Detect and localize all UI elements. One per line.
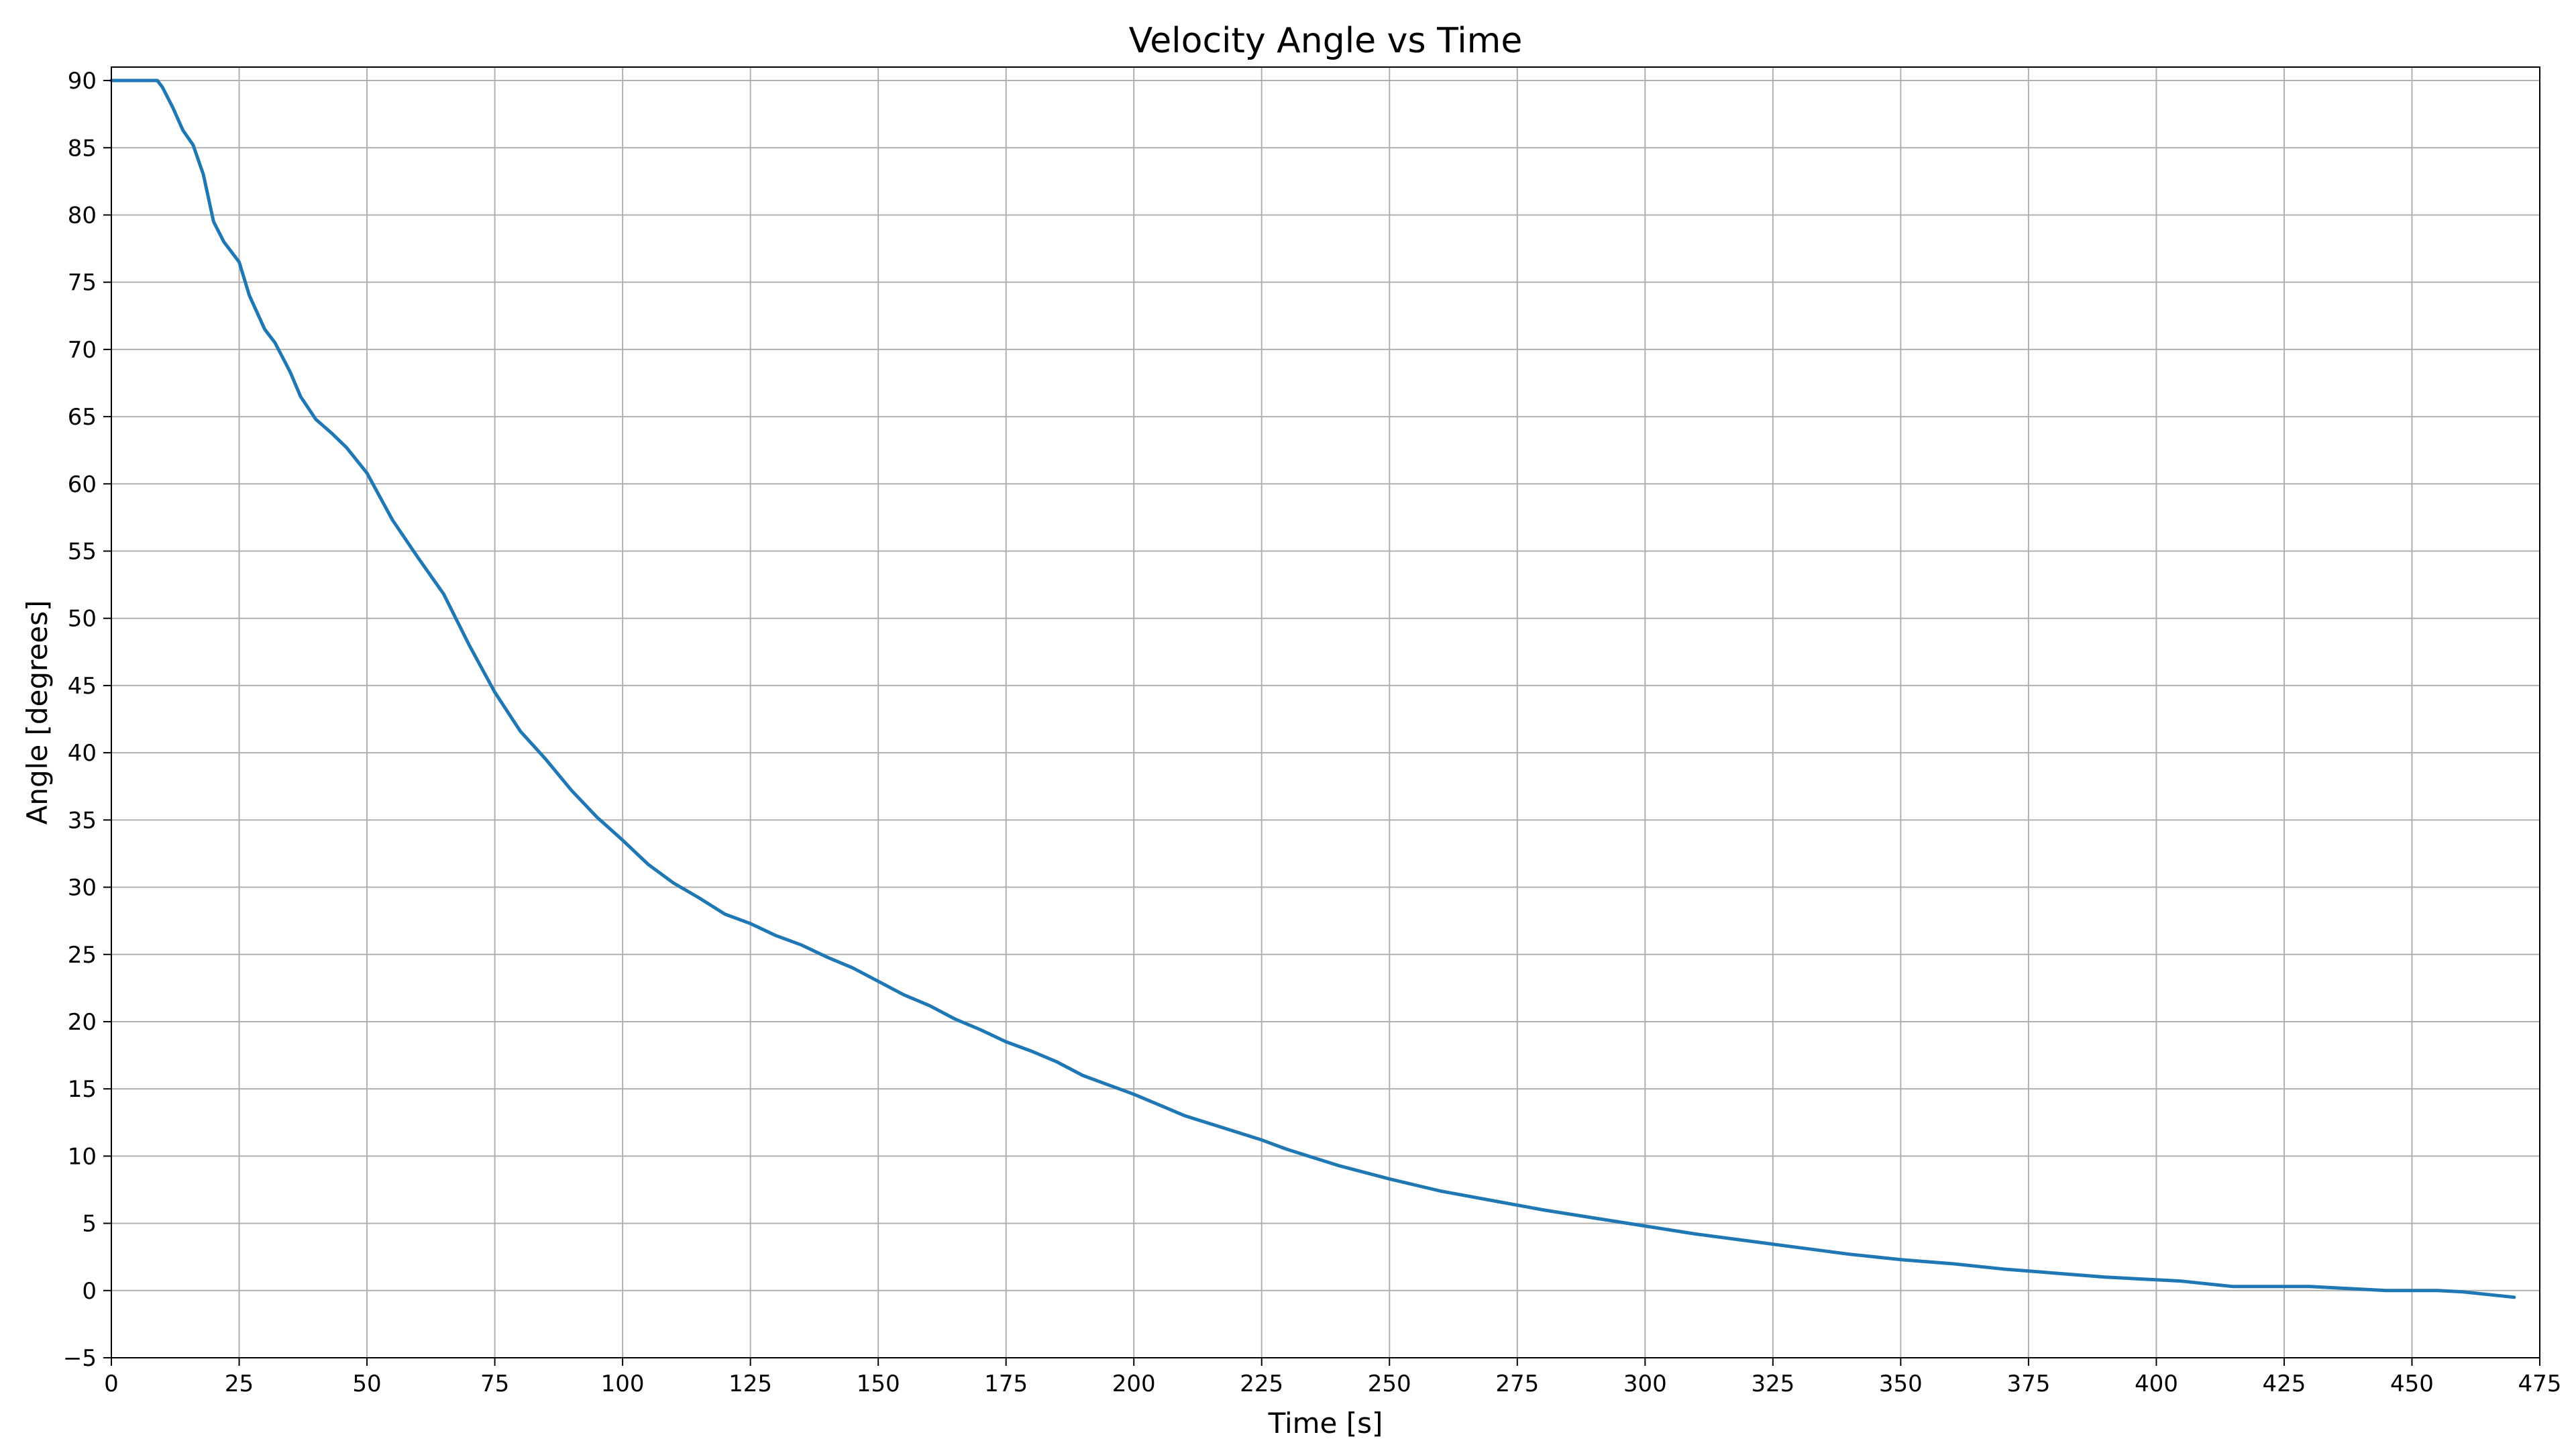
x-tick-label: 175 [984, 1371, 1028, 1397]
x-tick-label: 225 [1240, 1371, 1283, 1397]
series-line [109, 78, 2516, 1299]
x-tick-label: 0 [104, 1371, 119, 1397]
series-layer [109, 78, 2516, 1299]
x-tick-label: 325 [1751, 1371, 1794, 1397]
y-tick-label: 85 [68, 135, 97, 162]
y-tick-label: 40 [68, 740, 97, 767]
y-tick-label: 0 [82, 1278, 97, 1305]
x-tick-label: 100 [601, 1371, 645, 1397]
x-tick-label: 25 [225, 1371, 254, 1397]
x-tick-label: 475 [2518, 1371, 2562, 1397]
y-tick-label: 10 [68, 1143, 97, 1170]
y-tick-label: 75 [68, 270, 97, 297]
y-tick-label: 25 [68, 942, 97, 969]
y-axis-label: Angle [degrees] [21, 600, 54, 825]
y-tick-label: 35 [68, 807, 97, 834]
x-tick-label: 300 [1623, 1371, 1667, 1397]
y-tick-label: 65 [68, 404, 97, 431]
axis-ticks: 0 25 50 75 100 125 150 175 200 225 250 275 300 325 350… [63, 68, 2562, 1397]
y-tick-label: 80 [68, 202, 97, 229]
y-tick-label: 5 [82, 1211, 97, 1238]
x-tick-label: 425 [2262, 1371, 2306, 1397]
x-tick-label: 375 [2006, 1371, 2050, 1397]
plot-frame [111, 66, 2540, 1358]
x-tick-label: 400 [2135, 1371, 2178, 1397]
x-tick-label: 350 [1879, 1371, 1923, 1397]
y-tick-label: 50 [68, 606, 97, 633]
x-tick-label: 50 [352, 1371, 381, 1397]
chart-title: Velocity Angle vs Time [1129, 21, 1523, 61]
y-tick-label: 55 [68, 539, 97, 566]
x-tick-label: 200 [1112, 1371, 1156, 1397]
y-tick-label: 60 [68, 471, 97, 498]
x-tick-label: 125 [729, 1371, 772, 1397]
y-tick-label: 15 [68, 1076, 97, 1103]
x-tick-label: 75 [480, 1371, 509, 1397]
y-tick-label: 20 [68, 1009, 97, 1036]
x-tick-label: 275 [1495, 1371, 1539, 1397]
y-tick-label: 45 [68, 673, 97, 700]
x-tick-label: 150 [857, 1371, 900, 1397]
y-tick-label: 30 [68, 875, 97, 902]
grid [111, 67, 2540, 1358]
x-axis-label: Time [s] [1268, 1407, 1383, 1440]
x-tick-label: 450 [2390, 1371, 2434, 1397]
y-tick-label: 70 [68, 337, 97, 364]
y-tick-label: 90 [68, 68, 97, 95]
x-tick-label: 250 [1368, 1371, 1411, 1397]
y-tick-label: −5 [63, 1345, 97, 1372]
